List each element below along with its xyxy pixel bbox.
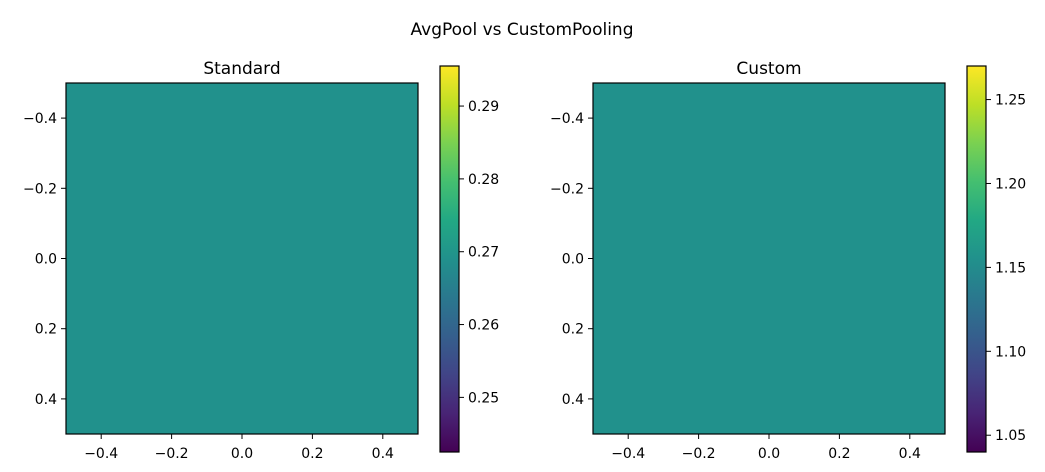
panel-title: Standard [203,59,280,79]
x-tick-label: −0.4 [611,446,645,462]
y-tick-label: −0.4 [550,111,584,127]
colorbar-tick-label: 1.20 [995,176,1026,192]
heatmap-cell [66,83,418,434]
figure-title: AvgPool vs CustomPooling [411,20,634,40]
x-tick-label: 0.0 [231,446,253,462]
x-tick-label: −0.4 [84,446,118,462]
y-tick-label: 0.4 [562,392,584,408]
panel-title: Custom [736,59,801,79]
x-tick-label: 0.4 [372,446,394,462]
colorbar-tick-label: 1.15 [995,260,1026,276]
x-tick-label: −0.2 [682,446,716,462]
colorbar-tick-label: 1.25 [995,93,1026,109]
colorbar [440,66,459,452]
x-tick-label: 0.2 [828,446,850,462]
x-tick-label: 0.4 [899,446,921,462]
colorbar-tick-label: 0.25 [468,390,499,406]
colorbar-tick-label: 0.29 [468,99,499,115]
panel-custom: Custom −0.4 −0.2 0.0 0.2 0.4 −0.4 −0.2 0.0 0.2 0.4… [550,59,1026,462]
colorbar-tick-label: 1.10 [995,344,1026,360]
x-tick-label: 0.2 [301,446,323,462]
y-tick-label: 0.2 [35,322,57,338]
x-tick-label: −0.2 [155,446,189,462]
colorbar [967,66,986,452]
y-tick-label: −0.2 [550,181,584,197]
colorbar-tick-label: 0.26 [468,318,499,334]
colorbar-tick-label: 1.05 [995,428,1026,444]
heatmap-cell [593,83,945,434]
panel-standard: Standard −0.4 −0.2 0.0 0.2 0.4 −0.4 −0.2 0.0 0.2 0… [23,59,499,462]
y-tick-label: 0.2 [562,322,584,338]
y-tick-label: 0.0 [562,252,584,268]
y-tick-label: −0.4 [23,111,57,127]
colorbar-tick-label: 0.27 [468,245,499,261]
x-tick-label: 0.0 [758,446,780,462]
colorbar-frame [439,65,460,453]
y-tick-label: 0.0 [35,252,57,268]
y-tick-label: 0.4 [35,392,57,408]
colorbar-tick-label: 0.28 [468,172,499,188]
colorbar-frame [966,65,987,453]
y-tick-label: −0.2 [23,181,57,197]
